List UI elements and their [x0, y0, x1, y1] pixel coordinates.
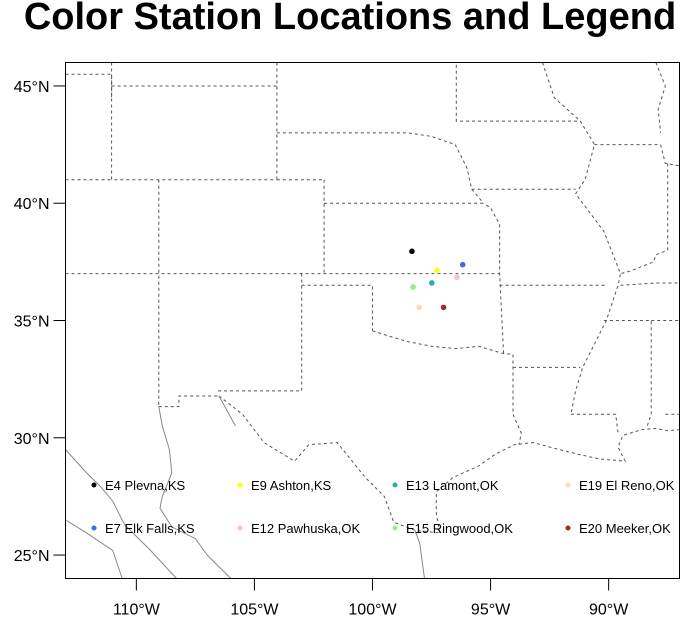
- legend-label: E12 Pawhuska,OK: [251, 521, 360, 536]
- state-boundary: [620, 163, 669, 275]
- legend-marker: [237, 525, 243, 531]
- mexico-boundary: [158, 406, 232, 579]
- lat-tick-label: 30°N: [14, 431, 50, 448]
- legend-label: E4 Plevna,KS: [105, 478, 186, 493]
- state-boundary: [301, 284, 373, 331]
- legend-item: E19 El Reno,OK: [565, 478, 675, 493]
- state-boundary: [603, 320, 652, 429]
- mexico-boundaries: [65, 395, 425, 579]
- mexico-boundary: [218, 395, 236, 427]
- legend-item: E4 Plevna,KS: [91, 478, 186, 493]
- legend-item: E9 Ashton,KS: [237, 478, 332, 493]
- state-boundary: [372, 330, 514, 355]
- station-marker: [459, 261, 466, 268]
- lat-tick-label: 35°N: [14, 314, 50, 331]
- state-boundary: [216, 273, 303, 392]
- mexico-boundary: [65, 449, 177, 579]
- state-boundary: [454, 144, 484, 204]
- legend-marker: [392, 525, 398, 531]
- station-points: [409, 248, 466, 311]
- legend-label: E7 Elk Falls,KS: [105, 521, 195, 536]
- lon-tick-label: 105°W: [230, 602, 279, 619]
- legend-label: E15 Ringwood,OK: [406, 521, 513, 536]
- station-marker: [454, 274, 460, 281]
- state-boundary: [570, 413, 619, 434]
- legend-label: E19 El Reno,OK: [579, 478, 675, 493]
- state-boundary: [620, 282, 680, 286]
- station-marker: [428, 280, 435, 286]
- state-boundary: [455, 64, 581, 122]
- lat-tick-label: 45°N: [14, 79, 50, 96]
- legend-item: E15 Ringwood,OK: [392, 521, 513, 536]
- legend-marker: [565, 482, 571, 488]
- state-boundary: [111, 62, 277, 181]
- legend-item: E13 Lamont,OK: [392, 478, 499, 493]
- station-marker: [416, 304, 423, 311]
- map-title: Color Station Locations and Legend: [23, 0, 677, 38]
- legend-label: E9 Ashton,KS: [251, 478, 332, 493]
- map-frame: [65, 62, 680, 579]
- lat-tick-label: 40°N: [14, 196, 50, 213]
- legend-marker: [392, 482, 398, 488]
- state-boundary: [542, 62, 622, 415]
- lon-tick-label: 110°W: [113, 602, 161, 619]
- state-boundary: [218, 395, 440, 534]
- state-boundary: [512, 354, 522, 445]
- legend-label: E20 Meeker,OK: [579, 521, 671, 536]
- state-boundary: [158, 395, 219, 408]
- mexico-boundary: [65, 519, 123, 579]
- mexico-boundary: [414, 530, 425, 579]
- legend-item: E20 Meeker,OK: [565, 521, 671, 536]
- state-boundary: [65, 73, 113, 98]
- legend-marker: [91, 482, 97, 488]
- axis-ticks: 110°W 105°W 100°W 95°W 90°W 45°N 40°N 35°N 30°N 2…: [14, 79, 629, 619]
- legend-label: E13 Lamont,OK: [406, 478, 499, 493]
- station-marker: [410, 284, 416, 290]
- legend: E4 Plevna,KS E9 Ashton,KS E13 Lamont,OK E19…: [91, 478, 675, 536]
- station-marker: [434, 267, 440, 274]
- legend-marker: [91, 525, 97, 531]
- lon-tick-label: 100°W: [348, 602, 397, 619]
- lon-tick-label: 95°W: [471, 602, 511, 619]
- legend-marker: [565, 525, 571, 531]
- station-marker: [440, 304, 447, 311]
- state-boundary: [435, 427, 680, 533]
- legend-item: E12 Pawhuska,OK: [237, 521, 360, 536]
- state-boundary: [655, 62, 666, 133]
- legend-marker: [237, 482, 243, 488]
- boundaries: [65, 62, 680, 534]
- lon-tick-label: 90°W: [589, 602, 629, 619]
- state-boundary: [660, 144, 680, 167]
- legend-item: E7 Elk Falls,KS: [91, 521, 195, 536]
- state-boundary: [276, 132, 456, 146]
- state-boundary: [483, 202, 505, 354]
- station-marker: [409, 248, 415, 255]
- lat-tick-label: 25°N: [14, 548, 50, 565]
